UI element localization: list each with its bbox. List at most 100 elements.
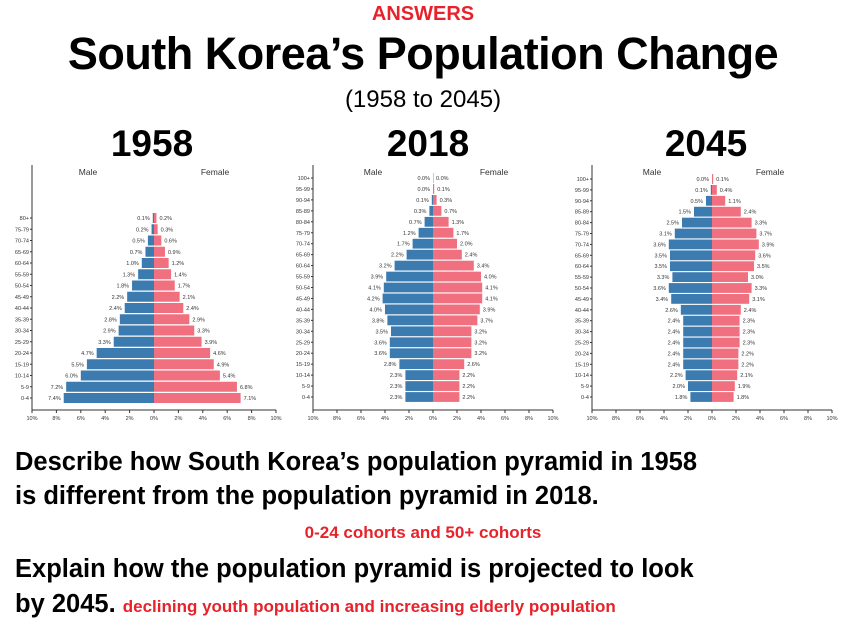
female-value-label: 3.4%	[477, 264, 490, 270]
female-bar	[433, 381, 460, 391]
x-tick-label: 4%	[101, 416, 109, 422]
male-value-label: 7.2%	[51, 385, 64, 391]
age-group-label: 95-99	[296, 187, 310, 193]
age-group-label: 75-79	[296, 231, 310, 237]
female-value-label: 0.4%	[720, 188, 733, 194]
male-bar	[683, 326, 712, 337]
female-value-label: 2.0%	[460, 242, 473, 248]
female-bar	[712, 250, 756, 261]
age-group-label: 15-19	[296, 362, 310, 368]
male-bar	[113, 336, 154, 347]
female-bar	[433, 216, 449, 227]
female-value-label: 6.8%	[240, 385, 253, 391]
male-value-label: 3.3%	[657, 275, 670, 281]
female-bar	[712, 315, 740, 326]
x-tick-label: 8%	[525, 416, 533, 422]
male-bar	[66, 381, 154, 392]
age-group-label: 10-14	[15, 374, 29, 380]
male-bar	[688, 381, 712, 391]
male-value-label: 0.0%	[417, 187, 430, 193]
female-value-label: 3.9%	[205, 340, 218, 346]
female-value-label: 3.2%	[474, 329, 487, 335]
female-value-label: 2.4%	[465, 253, 478, 259]
male-value-label: 2.8%	[104, 317, 117, 323]
female-bar	[433, 238, 457, 249]
x-tick-label: 2%	[453, 416, 461, 422]
legend-female: Female	[480, 167, 509, 177]
age-group-label: 30-34	[296, 329, 310, 335]
male-value-label: 2.5%	[666, 221, 679, 227]
x-tick-label: 0%	[150, 416, 158, 422]
legend-male: Male	[364, 167, 383, 177]
female-value-label: 1.3%	[452, 220, 465, 226]
age-group-label: 65-69	[15, 250, 29, 256]
female-value-label: 4.1%	[485, 296, 498, 302]
x-tick-label: 10%	[307, 416, 318, 422]
year-title-2018: 2018	[386, 123, 470, 164]
female-bar	[712, 392, 734, 402]
male-bar	[683, 315, 712, 326]
x-tick-label: 6%	[357, 416, 365, 422]
age-group-label: 60-64	[575, 264, 589, 270]
female-value-label: 2.2%	[462, 373, 475, 379]
male-value-label: 1.7%	[397, 242, 410, 248]
female-bar	[712, 206, 741, 217]
female-bar	[154, 370, 220, 381]
question-2-line-1: Explain how the population pyramid is pr…	[15, 555, 694, 583]
female-value-label: 0.3%	[161, 227, 174, 233]
female-value-label: 1.2%	[172, 261, 185, 267]
x-tick-label: 4%	[660, 416, 668, 422]
age-group-label: 5-9	[21, 385, 29, 391]
male-value-label: 4.1%	[368, 286, 381, 292]
female-value-label: 2.1%	[183, 295, 196, 301]
male-value-label: 0.7%	[130, 250, 143, 256]
female-bar	[433, 315, 478, 326]
male-value-label: 4.0%	[369, 307, 382, 313]
male-value-label: 7.4%	[48, 396, 61, 402]
x-tick-label: 8%	[248, 416, 256, 422]
x-tick-label: 8%	[612, 416, 620, 422]
age-group-label: 55-59	[296, 275, 310, 281]
male-value-label: 2.2%	[391, 253, 404, 259]
male-value-label: 1.0%	[126, 261, 139, 267]
female-bar	[154, 314, 190, 325]
age-group-label: 35-39	[296, 318, 310, 324]
x-tick-label: 2%	[684, 416, 692, 422]
female-value-label: 3.2%	[474, 340, 487, 346]
male-bar	[389, 348, 433, 359]
x-tick-label: 10%	[270, 416, 281, 422]
female-value-label: 3.3%	[755, 286, 768, 292]
age-group-label: 60-64	[15, 261, 29, 267]
question-2-line-2: by 2045. declining youth population and …	[15, 590, 616, 619]
female-bar	[433, 260, 474, 271]
age-group-label: 0-4	[302, 395, 310, 401]
x-tick-label: 6%	[501, 416, 509, 422]
male-bar	[685, 370, 712, 381]
female-value-label: 2.3%	[743, 341, 756, 347]
female-bar	[712, 370, 738, 381]
male-bar	[138, 269, 154, 280]
male-value-label: 5.5%	[71, 362, 84, 368]
female-value-label: 1.7%	[456, 231, 469, 237]
male-bar	[391, 326, 433, 337]
female-value-label: 2.9%	[192, 317, 205, 323]
female-bar	[154, 258, 169, 268]
male-value-label: 3.9%	[371, 275, 384, 281]
female-value-label: 4.9%	[217, 362, 230, 368]
age-group-label: 70-74	[15, 239, 29, 245]
x-tick-label: 6%	[77, 416, 85, 422]
male-value-label: 0.1%	[137, 216, 150, 222]
age-group-label: 30-34	[15, 329, 29, 335]
age-group-label: 100+	[577, 177, 589, 183]
age-group-label: 100+	[298, 176, 310, 182]
male-value-label: 1.5%	[678, 210, 691, 216]
female-value-label: 7.1%	[244, 396, 257, 402]
age-group-label: 80-84	[575, 221, 589, 227]
male-value-label: 0.7%	[409, 220, 422, 226]
age-group-label: 80+	[20, 216, 29, 222]
x-tick-label: 10%	[26, 416, 37, 422]
x-tick-label: 10%	[547, 416, 558, 422]
female-bar	[712, 337, 740, 348]
female-bar	[712, 217, 752, 228]
female-bar	[154, 246, 165, 257]
